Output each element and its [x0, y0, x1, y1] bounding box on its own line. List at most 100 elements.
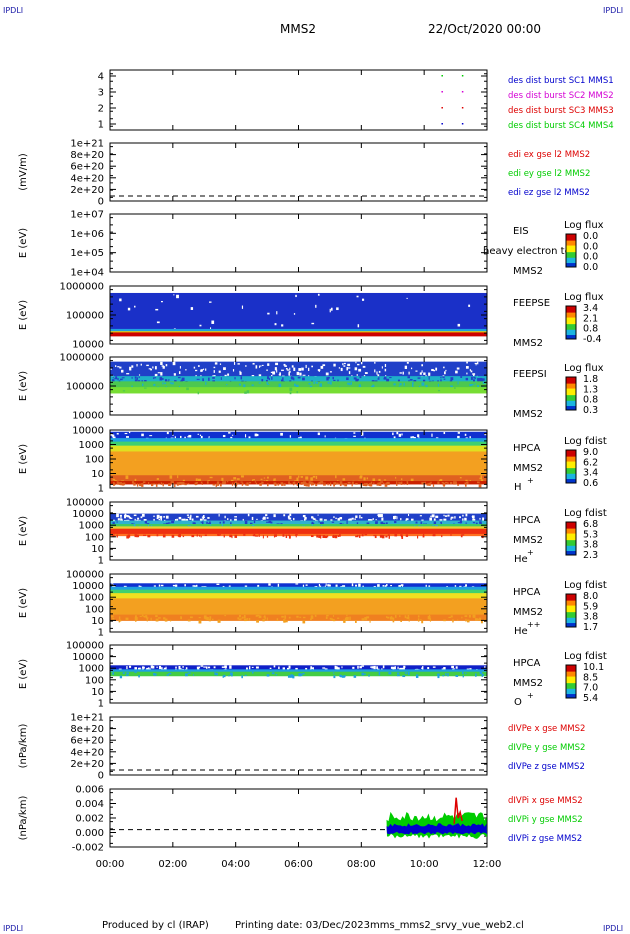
heat-speckle: [221, 666, 225, 668]
heat-speckle: [404, 615, 407, 619]
heat-speckle: [255, 535, 259, 537]
heat-speckle: [319, 534, 322, 539]
heat-speckle: [298, 481, 300, 484]
legend-entry: dIVPe x gse MMS2: [508, 724, 585, 734]
heat-speckle: [333, 363, 336, 367]
heat-speckle: [329, 308, 331, 313]
heat-speckle: [222, 521, 225, 524]
heat-speckle: [414, 525, 416, 528]
heat-speckle: [420, 619, 422, 621]
heat-speckle: [263, 516, 266, 520]
heat-speckle: [208, 618, 212, 622]
heat-speckle: [326, 614, 329, 617]
heat-speckle: [119, 482, 122, 486]
heat-speckle: [479, 377, 483, 380]
heat-speckle: [169, 475, 173, 479]
heat-speckle: [238, 383, 242, 386]
heat-speckle: [167, 522, 171, 524]
heat-speckle: [219, 521, 221, 524]
heat-speckle: [376, 371, 378, 375]
heat-speckle: [349, 616, 351, 621]
heat-speckle: [396, 431, 399, 435]
heat-speckle: [403, 382, 405, 386]
heat-speckle: [243, 614, 246, 619]
heat-speckle: [450, 517, 452, 520]
heat-speckle: [192, 585, 196, 587]
heat-speckle: [176, 483, 179, 486]
heat-speckle: [355, 620, 357, 623]
header-spacecraft: MMS2: [280, 22, 316, 36]
y-tick-label: 3: [98, 88, 104, 99]
heat-speckle: [333, 675, 336, 679]
heat-speckle: [323, 535, 325, 537]
heat-speckle: [454, 516, 456, 519]
heat-speckle: [400, 481, 403, 485]
heat-speckle: [437, 481, 440, 485]
footer-file: mms_mms2_srvy_vue_web2.cl: [370, 920, 524, 931]
colorbar-segment: [566, 388, 576, 396]
colorbar-segment: [566, 400, 576, 407]
heat-speckle: [205, 368, 207, 371]
heat-speckle: [378, 483, 382, 486]
heat-speckle: [465, 522, 468, 524]
y-tick-label: 100: [85, 604, 104, 615]
heat-speckle: [169, 382, 172, 384]
corner-label-top-left: IPDLI: [3, 6, 24, 15]
heat-speckle: [362, 483, 365, 486]
heat-speckle: [319, 518, 323, 522]
heat-speckle: [441, 534, 443, 538]
heat-band: [110, 524, 487, 527]
heat-speckle: [335, 584, 338, 588]
heat-speckle: [259, 365, 262, 367]
colorbar-segment: [566, 676, 576, 684]
heat-speckle: [209, 476, 213, 479]
heat-speckle: [474, 383, 476, 385]
heat-speckle: [318, 481, 322, 484]
heat-speckle: [134, 615, 137, 618]
heat-speckle: [193, 366, 196, 369]
heat-speckle: [258, 382, 261, 384]
heat-speckle: [119, 514, 122, 517]
heat-speckle: [283, 514, 286, 517]
y-axis-label: E (eV): [18, 228, 29, 258]
heat-speckle: [159, 377, 163, 381]
heat-speckle: [240, 481, 243, 483]
heat-speckle: [158, 617, 161, 619]
heat-speckle: [117, 377, 119, 381]
heat-speckle: [356, 522, 359, 525]
heat-speckle: [134, 376, 137, 379]
heat-speckle: [474, 618, 478, 621]
heat-speckle: [274, 323, 277, 326]
heat-speckle: [291, 376, 294, 380]
heat-speckle: [462, 671, 464, 675]
y-tick-label: 1e+05: [70, 248, 104, 259]
heat-speckle: [125, 617, 129, 620]
heat-speckle: [139, 519, 141, 522]
heat-speckle: [318, 535, 321, 538]
heat-speckle: [213, 666, 216, 669]
colorbar-title: Log flux: [564, 292, 604, 303]
heat-speckle: [473, 376, 476, 379]
heat-speckle: [146, 617, 148, 622]
heat-speckle: [141, 483, 144, 487]
heat-speckle: [386, 378, 390, 382]
heat-speckle: [289, 435, 292, 438]
heat-speckle: [212, 618, 214, 621]
heat-speckle: [281, 379, 284, 383]
burst-marker: [461, 123, 464, 125]
heat-speckle: [215, 483, 218, 487]
heat-speckle: [351, 483, 353, 487]
legend-entry: dIVPe z gse MMS2: [508, 762, 585, 772]
heat-speckle: [417, 615, 420, 618]
heat-speckle: [170, 481, 174, 484]
y-axis-label: E (eV): [18, 659, 29, 689]
heat-speckle: [158, 519, 160, 521]
time-tick-label: 12:00: [473, 859, 502, 870]
heat-speckle: [178, 533, 181, 538]
y-tick-label: 100000: [66, 498, 104, 509]
heat-speckle: [119, 298, 122, 302]
colorbar-segment: [566, 623, 576, 628]
heat-speckle: [356, 295, 359, 298]
heat-speckle: [122, 483, 124, 486]
heat-speckle: [134, 379, 138, 382]
